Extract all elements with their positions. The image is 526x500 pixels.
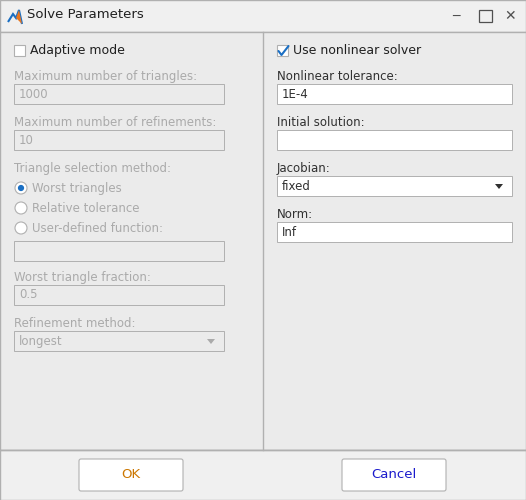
Circle shape — [15, 202, 27, 214]
Text: Worst triangles: Worst triangles — [32, 182, 122, 195]
Text: Refinement method:: Refinement method: — [14, 317, 136, 330]
Polygon shape — [16, 10, 22, 24]
Text: 0.5: 0.5 — [19, 288, 37, 302]
Text: Inf: Inf — [282, 226, 297, 238]
Text: Triangle selection method:: Triangle selection method: — [14, 162, 171, 175]
Bar — [14, 331, 224, 351]
Polygon shape — [495, 184, 503, 189]
Text: Relative tolerance: Relative tolerance — [32, 202, 139, 215]
Text: fixed: fixed — [282, 180, 311, 192]
Text: Worst triangle fraction:: Worst triangle fraction: — [14, 271, 151, 284]
Bar — [14, 130, 224, 150]
Text: ✕: ✕ — [504, 9, 516, 23]
Text: Use nonlinear solver: Use nonlinear solver — [293, 44, 421, 57]
Bar — [14, 45, 25, 56]
Bar — [277, 45, 288, 56]
Circle shape — [18, 185, 24, 191]
Bar — [0, 450, 526, 500]
Text: 1000: 1000 — [19, 88, 48, 101]
Bar — [14, 285, 224, 305]
Text: 10: 10 — [19, 134, 34, 146]
Text: Norm:: Norm: — [277, 208, 313, 221]
Text: Nonlinear tolerance:: Nonlinear tolerance: — [277, 70, 398, 83]
Text: User-defined function:: User-defined function: — [32, 222, 163, 235]
Polygon shape — [207, 339, 215, 344]
Bar — [277, 84, 512, 104]
Bar — [14, 84, 224, 104]
Text: Solve Parameters: Solve Parameters — [27, 8, 144, 21]
FancyBboxPatch shape — [79, 459, 183, 491]
Text: Adaptive mode: Adaptive mode — [30, 44, 125, 57]
Circle shape — [15, 222, 27, 234]
Text: Cancel: Cancel — [371, 468, 417, 481]
Bar — [277, 222, 512, 242]
Text: 1E-4: 1E-4 — [282, 88, 309, 101]
Text: OK: OK — [122, 468, 140, 481]
Text: Jacobian:: Jacobian: — [277, 162, 331, 175]
FancyBboxPatch shape — [342, 459, 446, 491]
Text: Maximum number of triangles:: Maximum number of triangles: — [14, 70, 197, 83]
Text: Maximum number of refinements:: Maximum number of refinements: — [14, 116, 216, 129]
Bar — [14, 241, 224, 261]
Bar — [277, 130, 512, 150]
Text: Initial solution:: Initial solution: — [277, 116, 365, 129]
Text: ─: ─ — [452, 10, 460, 22]
Bar — [0, 32, 526, 450]
Bar — [479, 10, 492, 22]
Bar — [277, 176, 512, 196]
Text: longest: longest — [19, 334, 63, 347]
Circle shape — [15, 182, 27, 194]
Bar — [0, 0, 526, 32]
